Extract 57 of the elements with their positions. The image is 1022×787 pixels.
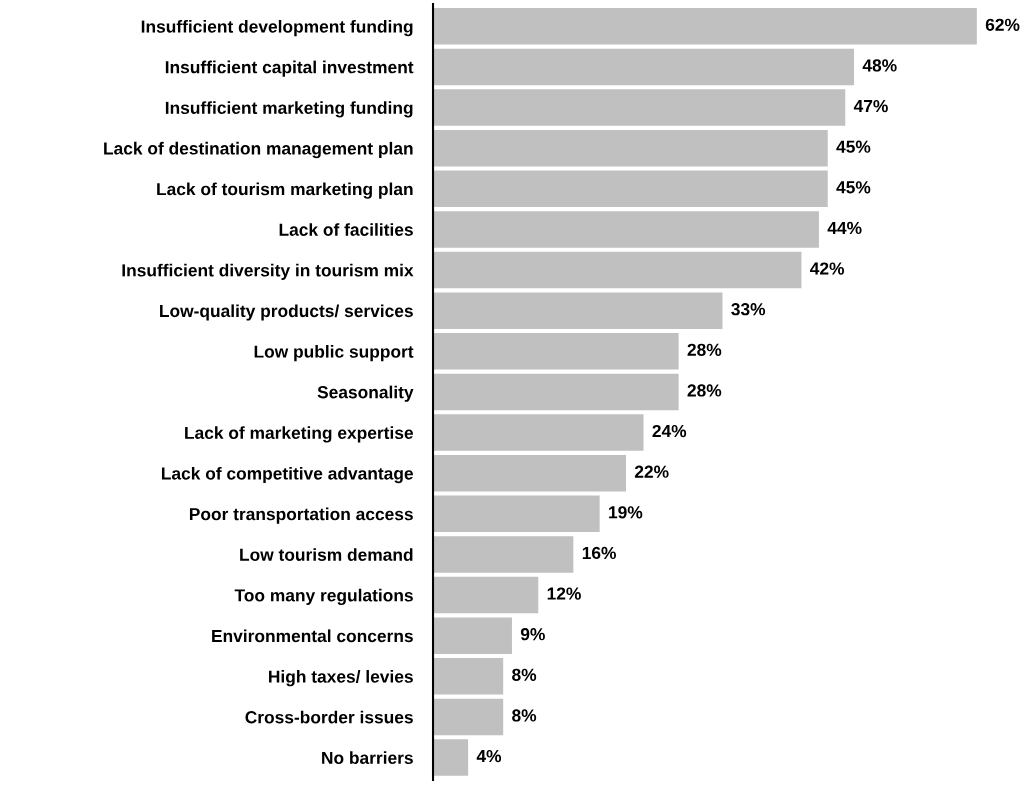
y-tick-label: Insufficient development funding bbox=[141, 19, 413, 37]
bar bbox=[433, 658, 504, 695]
bar bbox=[433, 414, 644, 451]
bar bbox=[433, 333, 679, 370]
y-tick-label: Lack of competitive advantage bbox=[161, 466, 414, 484]
bar bbox=[433, 8, 977, 45]
bar bbox=[433, 251, 802, 289]
data-label: 19% bbox=[609, 506, 643, 519]
data-label: 33% bbox=[731, 303, 766, 316]
data-label: 28% bbox=[687, 343, 722, 356]
data-label: 28% bbox=[687, 384, 722, 397]
bar bbox=[433, 211, 819, 248]
y-tick-label: Seasonality bbox=[317, 385, 414, 402]
data-label: 24% bbox=[652, 424, 687, 438]
bar bbox=[433, 170, 828, 208]
data-label: 45% bbox=[836, 181, 871, 194]
y-tick-label: No barriers bbox=[322, 751, 413, 765]
y-tick-label: Environmental concerns bbox=[212, 629, 413, 643]
data-label: 8% bbox=[512, 668, 537, 681]
bar bbox=[433, 698, 504, 736]
y-tick-label: Low tourism demand bbox=[240, 548, 413, 561]
y-tick-label: Cross-border issues bbox=[245, 710, 413, 724]
data-label: 44% bbox=[827, 221, 862, 235]
data-label: 42% bbox=[810, 262, 845, 275]
y-tick-label: High taxes/ levies bbox=[269, 670, 413, 687]
data-label: 8% bbox=[512, 709, 537, 722]
bar bbox=[433, 495, 600, 533]
data-label: 12% bbox=[547, 587, 581, 600]
bar bbox=[433, 373, 679, 411]
y-tick-label: Lack of marketing expertise bbox=[185, 426, 413, 443]
bar bbox=[433, 48, 855, 86]
y-tick-label: Low-quality products/ services bbox=[160, 304, 413, 321]
y-tick-label: Insufficient diversity in tourism mix bbox=[122, 263, 414, 280]
y-tick-label: Too many regulations bbox=[234, 588, 413, 606]
bar bbox=[433, 129, 828, 167]
bar bbox=[433, 89, 846, 126]
y-tick-label: Low public support bbox=[254, 345, 414, 362]
data-label: 16% bbox=[582, 546, 616, 560]
y-tick-label: Poor transportation access bbox=[189, 507, 413, 524]
data-label: 4% bbox=[476, 749, 502, 763]
y-tick-label: Insufficient capital investment bbox=[165, 60, 414, 77]
bar bbox=[433, 617, 512, 654]
y-tick-label: Lack of facilities bbox=[279, 223, 413, 236]
y-tick-label: Insufficient marketing funding bbox=[165, 101, 413, 118]
data-label: 45% bbox=[836, 140, 871, 153]
bar bbox=[433, 576, 539, 614]
data-label: 47% bbox=[853, 99, 888, 113]
data-label: 9% bbox=[520, 628, 545, 641]
bar bbox=[433, 454, 626, 492]
bar bbox=[433, 536, 574, 573]
y-tick-label: Lack of tourism marketing plan bbox=[157, 182, 413, 199]
data-label: 22% bbox=[634, 465, 669, 478]
data-label: 62% bbox=[985, 18, 1020, 31]
data-label: 48% bbox=[862, 59, 897, 72]
bar bbox=[433, 292, 723, 329]
bar bbox=[433, 739, 469, 776]
y-tick-label: Lack of destination management plan bbox=[104, 141, 413, 159]
